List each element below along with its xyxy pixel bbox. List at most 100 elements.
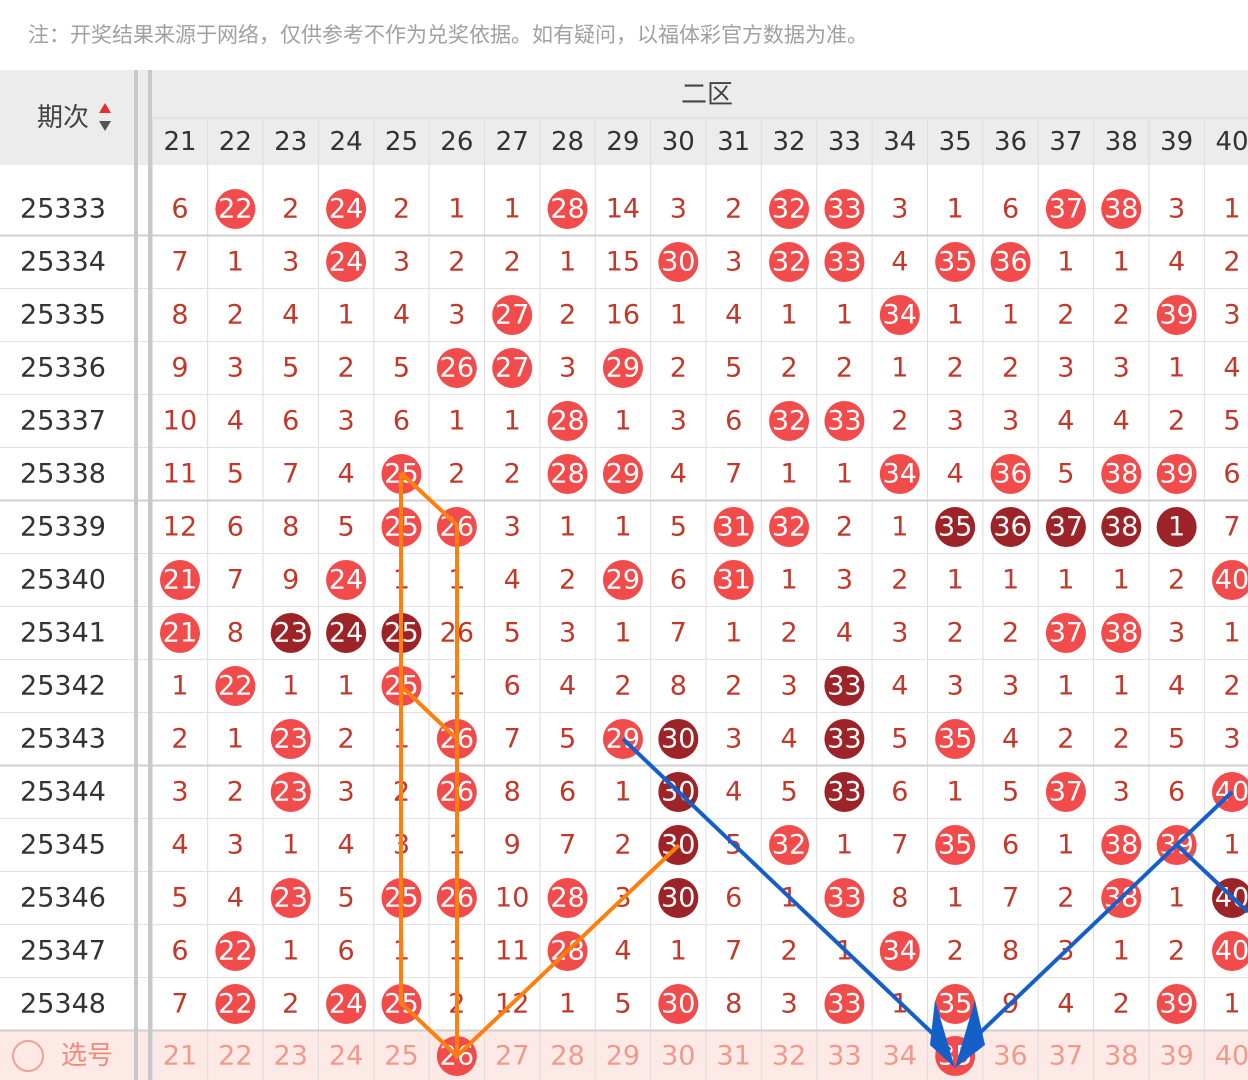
ball bbox=[1156, 295, 1197, 335]
cell-number: 4 bbox=[338, 830, 355, 861]
cell-number: 4 bbox=[891, 671, 908, 702]
cell-number: 2 bbox=[891, 406, 908, 437]
cell-number: 4 bbox=[227, 883, 244, 914]
cell-number: 8 bbox=[282, 512, 299, 543]
cell-number: 1 bbox=[1002, 565, 1019, 596]
cell-number: 4 bbox=[836, 618, 853, 649]
cell-number: 39 bbox=[1159, 1041, 1193, 1072]
cell-number: 1 bbox=[780, 565, 797, 596]
cell-number: 2 bbox=[227, 777, 244, 808]
ball bbox=[326, 613, 367, 653]
cell-number: 2 bbox=[1168, 565, 1185, 596]
cell-number: 6 bbox=[670, 565, 687, 596]
sort-up[interactable] bbox=[99, 103, 111, 113]
cell-number: 3 bbox=[1168, 194, 1185, 225]
ball-number: 22 bbox=[218, 989, 252, 1020]
ball-number: 23 bbox=[274, 618, 308, 649]
cell-number: 3 bbox=[891, 194, 908, 225]
select-radio[interactable] bbox=[12, 1040, 44, 1072]
ball bbox=[547, 454, 588, 494]
ball-number: 38 bbox=[1104, 459, 1138, 490]
cell-number: 1 bbox=[282, 830, 299, 861]
cell-number: 11 bbox=[163, 459, 197, 490]
cell-number: 3 bbox=[836, 565, 853, 596]
cell-number: 1 bbox=[1113, 247, 1130, 278]
ball-number: 39 bbox=[1159, 989, 1193, 1020]
cell-number: 3 bbox=[448, 300, 465, 331]
ball bbox=[492, 295, 533, 335]
period-header[interactable]: 期次 bbox=[37, 103, 89, 133]
cell-number: 3 bbox=[780, 989, 797, 1020]
ball bbox=[769, 825, 810, 865]
cell-number: 5 bbox=[780, 777, 797, 808]
cell-number: 5 bbox=[559, 724, 576, 755]
cell-number: 2 bbox=[1168, 936, 1185, 967]
ball-number: 35 bbox=[938, 512, 972, 543]
cell-number: 3 bbox=[725, 247, 742, 278]
ball-number: 30 bbox=[661, 724, 695, 755]
cell-number: 4 bbox=[1168, 247, 1185, 278]
cell-number: 1 bbox=[1168, 353, 1185, 384]
cell-number: 2 bbox=[780, 353, 797, 384]
ball-number: 37 bbox=[1049, 777, 1083, 808]
ball-number: 33 bbox=[827, 724, 861, 755]
cell-number: 5 bbox=[171, 883, 188, 914]
arrow-head bbox=[930, 1000, 955, 1068]
period: 25344 bbox=[20, 777, 106, 808]
period: 25336 bbox=[20, 353, 106, 384]
cell-number: 2 bbox=[448, 247, 465, 278]
notice-bar bbox=[0, 0, 1248, 70]
ball-number: 31 bbox=[717, 512, 751, 543]
ball-number: 32 bbox=[772, 512, 806, 543]
cell-number: 2 bbox=[614, 671, 631, 702]
cell-number: 2 bbox=[1223, 247, 1240, 278]
ball bbox=[1045, 189, 1086, 229]
ball bbox=[879, 295, 920, 335]
cell-number: 1 bbox=[947, 777, 964, 808]
ball-number: 35 bbox=[938, 830, 972, 861]
column-header: 21 bbox=[163, 127, 196, 157]
ball-number: 34 bbox=[883, 300, 917, 331]
ball bbox=[935, 825, 976, 865]
sort-down[interactable] bbox=[99, 121, 111, 131]
cell-number: 3 bbox=[171, 777, 188, 808]
cell-number: 1 bbox=[1057, 830, 1074, 861]
ball-number: 35 bbox=[938, 989, 972, 1020]
ball bbox=[159, 613, 200, 653]
ball-number: 24 bbox=[329, 565, 363, 596]
cell-number: 6 bbox=[1168, 777, 1185, 808]
ball-number: 32 bbox=[772, 830, 806, 861]
cell-number: 4 bbox=[227, 406, 244, 437]
cell-number: 1 bbox=[282, 671, 299, 702]
ball-number: 36 bbox=[993, 247, 1027, 278]
ball-number: 40 bbox=[1215, 565, 1248, 596]
footer-label[interactable]: 选号 bbox=[61, 1041, 113, 1071]
ball bbox=[824, 772, 865, 812]
column-header: 33 bbox=[828, 127, 861, 157]
column-header: 28 bbox=[551, 127, 584, 157]
cell-number: 1 bbox=[559, 247, 576, 278]
cell-number: 6 bbox=[171, 936, 188, 967]
cell-number: 7 bbox=[171, 989, 188, 1020]
cell-number: 1 bbox=[1057, 671, 1074, 702]
cell-number: 29 bbox=[606, 1041, 640, 1072]
cell-number: 3 bbox=[670, 194, 687, 225]
ball bbox=[270, 772, 311, 812]
ball bbox=[935, 242, 976, 282]
ball bbox=[769, 401, 810, 441]
cell-number: 3 bbox=[670, 406, 687, 437]
cell-number: 15 bbox=[606, 247, 640, 278]
cell-number: 25 bbox=[384, 1041, 418, 1072]
cell-number: 10 bbox=[495, 883, 529, 914]
cell-number: 2 bbox=[891, 565, 908, 596]
cell-number: 31 bbox=[717, 1041, 751, 1072]
cell-number: 2 bbox=[448, 459, 465, 490]
blue-line bbox=[621, 737, 952, 1052]
cell-number: 34 bbox=[883, 1041, 917, 1072]
ball bbox=[159, 560, 200, 600]
cell-number: 3 bbox=[282, 247, 299, 278]
cell-number: 2 bbox=[338, 353, 355, 384]
cell-number: 1 bbox=[836, 830, 853, 861]
cell-number: 4 bbox=[947, 459, 964, 490]
cell-number: 1 bbox=[725, 618, 742, 649]
